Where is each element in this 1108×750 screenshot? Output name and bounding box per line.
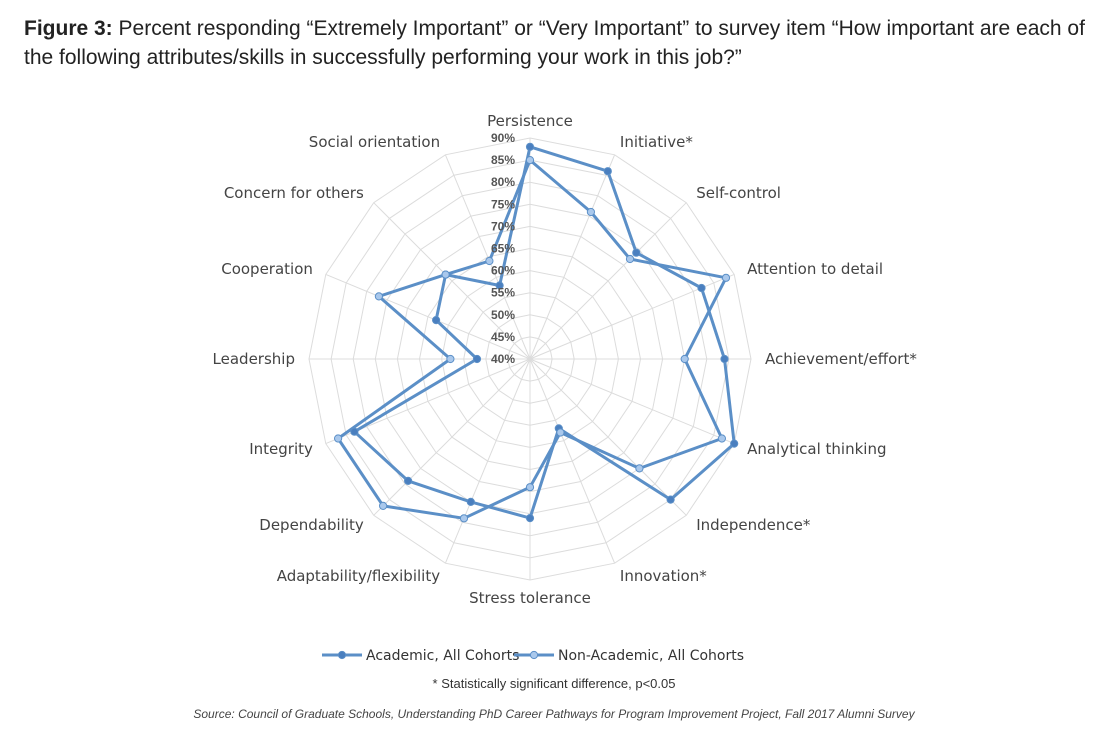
significance-note: * Statistically significant difference, … (432, 676, 676, 691)
grid-spoke (529, 358, 687, 516)
category-label: Concern for others (224, 184, 364, 202)
data-point-academic (632, 248, 641, 257)
category-label: Cooperation (221, 260, 313, 278)
data-point-non-academic (721, 273, 731, 282)
data-point-academic (350, 427, 359, 436)
data-point-academic (720, 354, 729, 364)
legend-marker (529, 650, 539, 660)
tick-label: 70% (491, 219, 515, 233)
grid-spoke (529, 202, 687, 360)
tick-label: 90% (491, 131, 515, 145)
data-point-academic (404, 476, 413, 485)
data-point-academic (525, 514, 535, 523)
grid-spoke (444, 154, 531, 360)
grid-spoke (529, 154, 616, 360)
data-point-non-academic (680, 354, 689, 364)
figure-label: Figure 3: (24, 17, 113, 40)
data-point-non-academic (459, 514, 469, 523)
tick-label: 60% (491, 264, 515, 278)
tick-label: 85% (491, 153, 515, 167)
grid-spoke (373, 358, 531, 516)
data-point-non-academic (446, 354, 455, 364)
tick-label: 40% (491, 352, 515, 366)
grid-spoke (444, 358, 531, 564)
legend-label: Non-Academic, All Cohorts (558, 648, 744, 664)
radar-series (334, 142, 739, 523)
tick-label: 50% (491, 308, 515, 322)
data-point-academic (472, 354, 482, 364)
category-label: Stress tolerance (469, 589, 591, 607)
data-point-non-academic (485, 256, 494, 266)
category-label: Adaptability/flexibility (277, 567, 441, 585)
data-point-non-academic (441, 270, 450, 279)
data-point-academic (466, 497, 475, 506)
data-point-non-academic (525, 156, 535, 165)
tick-label: 75% (491, 197, 515, 211)
category-label: Analytical thinking (747, 440, 886, 458)
data-point-academic (495, 281, 504, 290)
grid-spoke (325, 273, 531, 360)
grid-spoke (529, 358, 735, 445)
legend-marker (337, 650, 347, 660)
data-point-non-academic (635, 464, 644, 473)
radar-grid (308, 137, 752, 581)
source-citation: Source: Council of Graduate Schools, Und… (193, 707, 915, 721)
legend-label: Academic, All Cohorts (366, 648, 519, 664)
data-point-academic (432, 316, 441, 325)
category-label: Integrity (249, 440, 313, 458)
tick-label: 55% (491, 286, 515, 300)
tick-label: 65% (491, 242, 515, 256)
figure-caption: Percent responding “Extremely Important”… (24, 17, 1085, 69)
grid-spoke (373, 202, 531, 360)
data-point-non-academic (374, 292, 383, 301)
category-label: Independence* (696, 516, 811, 534)
category-labels: Persistence Initiative* Self-control Attent… (213, 112, 918, 607)
data-point-non-academic (334, 434, 343, 443)
data-point-non-academic (379, 501, 388, 510)
figure-title: Figure 3: Percent responding “Extremely … (24, 14, 1094, 72)
category-label: Dependability (259, 516, 364, 534)
legend: Academic, All Cohorts Non-Academic, All C… (322, 648, 744, 664)
data-point-academic (525, 142, 535, 151)
data-point-academic (697, 283, 706, 293)
category-label: Leadership (213, 350, 295, 368)
grid-spoke (529, 358, 616, 564)
category-label: Initiative* (620, 133, 693, 151)
data-point-non-academic (625, 254, 635, 264)
category-label: Self-control (696, 184, 781, 202)
data-point-academic (666, 495, 675, 504)
data-point-non-academic (556, 428, 565, 437)
radar-chart: 40% 45% 50% 55% 60% 65% 70% 75% 80% 85% 90% Persis… (213, 112, 918, 664)
radial-tick-labels: 40% 45% 50% 55% 60% 65% 70% 75% 80% 85% 90% (491, 131, 515, 366)
category-label: Achievement/effort* (765, 350, 917, 368)
tick-label: 80% (491, 175, 515, 189)
tick-label: 45% (491, 330, 515, 344)
category-label: Persistence (487, 112, 573, 130)
data-point-academic (730, 439, 739, 448)
category-label: Social orientation (309, 133, 440, 151)
data-point-non-academic (525, 483, 535, 492)
category-label: Innovation* (620, 567, 707, 585)
category-label: Attention to detail (747, 260, 883, 278)
data-point-non-academic (586, 207, 596, 217)
data-point-non-academic (717, 434, 727, 443)
data-point-academic (603, 167, 612, 176)
